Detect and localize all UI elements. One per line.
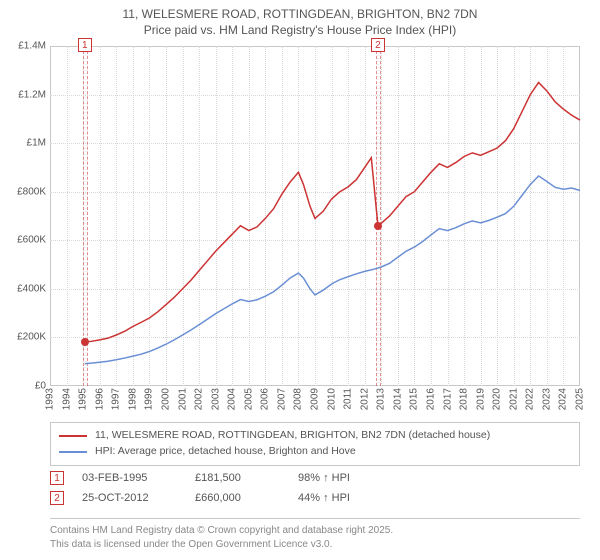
y-tick-label: £1.2M: [6, 89, 46, 100]
sale-row-badge: 2: [50, 491, 64, 505]
x-tick-label: 2006: [260, 388, 271, 410]
series-property: [85, 82, 580, 341]
sale-row-price: £181,500: [195, 472, 280, 484]
chart-area: £0£200K£400K£600K£800K£1M£1.2M£1.4M19931…: [50, 46, 580, 386]
footer-attribution: Contains HM Land Registry data © Crown c…: [50, 518, 580, 551]
footer-line2: This data is licensed under the Open Gov…: [50, 538, 580, 552]
chart-title-line2: Price paid vs. HM Land Registry's House …: [0, 22, 600, 38]
x-tick-label: 2002: [194, 388, 205, 410]
x-tick-label: 2020: [492, 388, 503, 410]
x-tick-label: 2009: [310, 388, 321, 410]
x-tick-label: 1999: [144, 388, 155, 410]
x-tick-label: 2000: [160, 388, 171, 410]
x-tick-label: 2003: [210, 388, 221, 410]
x-tick-label: 2014: [392, 388, 403, 410]
sale-row-price: £660,000: [195, 492, 280, 504]
legend-swatch: [59, 451, 87, 453]
x-tick-label: 2012: [359, 388, 370, 410]
x-tick-label: 2011: [343, 388, 354, 410]
y-tick-label: £600K: [6, 235, 46, 246]
x-tick-label: 2008: [293, 388, 304, 410]
x-tick-label: 2018: [459, 388, 470, 410]
sale-row-date: 25-OCT-2012: [82, 492, 177, 504]
sale-row-badge: 1: [50, 471, 64, 485]
x-tick-label: 1998: [127, 388, 138, 410]
x-tick-label: 2007: [276, 388, 287, 410]
sale-row: 2 25-OCT-2012 £660,000 44% ↑ HPI: [50, 488, 580, 508]
x-tick-label: 1995: [78, 388, 89, 410]
sale-row: 1 03-FEB-1995 £181,500 98% ↑ HPI: [50, 468, 580, 488]
legend-label: 11, WELESMERE ROAD, ROTTINGDEAN, BRIGHTO…: [95, 428, 490, 444]
y-tick-label: £1.4M: [6, 41, 46, 52]
legend-label: HPI: Average price, detached house, Brig…: [95, 444, 356, 460]
y-tick-label: £1M: [6, 138, 46, 149]
x-tick-label: 1994: [61, 388, 72, 410]
x-tick-label: 2017: [442, 388, 453, 410]
x-tick-label: 2010: [326, 388, 337, 410]
footer-line1: Contains HM Land Registry data © Crown c…: [50, 524, 580, 538]
chart-title-line1: 11, WELESMERE ROAD, ROTTINGDEAN, BRIGHTO…: [0, 6, 600, 22]
x-tick-label: 2021: [508, 388, 519, 410]
x-tick-label: 2023: [541, 388, 552, 410]
x-tick-label: 2022: [525, 388, 536, 410]
x-tick-label: 2015: [409, 388, 420, 410]
x-tick-label: 2024: [558, 388, 569, 410]
sale-row-pct: 98% ↑ HPI: [298, 472, 408, 484]
x-tick-label: 2016: [425, 388, 436, 410]
x-tick-label: 2001: [177, 388, 188, 410]
x-tick-label: 1997: [111, 388, 122, 410]
y-tick-label: £800K: [6, 186, 46, 197]
chart-title-block: 11, WELESMERE ROAD, ROTTINGDEAN, BRIGHTO…: [0, 0, 600, 40]
x-tick-label: 1996: [94, 388, 105, 410]
y-tick-label: £200K: [6, 332, 46, 343]
sale-row-date: 03-FEB-1995: [82, 472, 177, 484]
legend-row: HPI: Average price, detached house, Brig…: [59, 444, 571, 460]
series-hpi: [85, 176, 580, 364]
y-tick-label: £400K: [6, 283, 46, 294]
x-tick-label: 2019: [475, 388, 486, 410]
sales-table: 1 03-FEB-1995 £181,500 98% ↑ HPI 2 25-OCT-201…: [50, 468, 580, 508]
x-tick-label: 2025: [575, 388, 586, 410]
x-tick-label: 2013: [376, 388, 387, 410]
legend: 11, WELESMERE ROAD, ROTTINGDEAN, BRIGHTO…: [50, 422, 580, 466]
x-tick-label: 2004: [227, 388, 238, 410]
y-tick-label: £0: [6, 381, 46, 392]
legend-swatch: [59, 435, 87, 437]
legend-row: 11, WELESMERE ROAD, ROTTINGDEAN, BRIGHTO…: [59, 428, 571, 444]
x-tick-label: 2005: [243, 388, 254, 410]
series-svg: [50, 46, 580, 386]
sale-row-pct: 44% ↑ HPI: [298, 492, 408, 504]
x-tick-label: 1993: [45, 388, 56, 410]
